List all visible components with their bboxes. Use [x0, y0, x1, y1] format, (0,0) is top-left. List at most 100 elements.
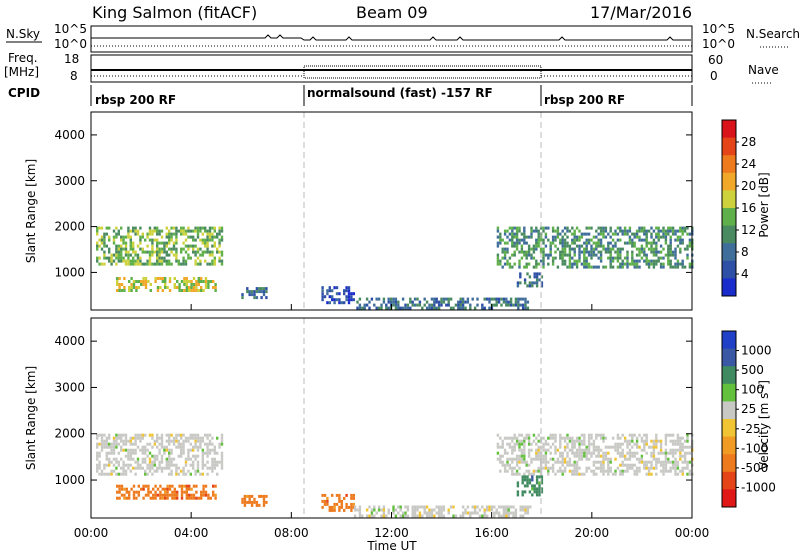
echo-cell [136, 457, 140, 461]
echo-cell [521, 478, 524, 482]
echo-cell [182, 439, 185, 443]
echo-cell [201, 439, 204, 443]
echo-cell [373, 514, 376, 518]
echo-cell [542, 229, 545, 233]
echo-cell [135, 289, 138, 292]
echo-cell [124, 463, 128, 467]
echo-cell [142, 277, 145, 280]
echo-cell [425, 514, 429, 518]
echo-cell [112, 253, 116, 257]
echo-cell [650, 241, 653, 245]
echo-cell [602, 433, 605, 437]
echo-cell [583, 253, 586, 257]
echo-cell [503, 451, 507, 455]
echo-cell [476, 297, 479, 301]
echo-cell [513, 253, 516, 257]
echo-cell [141, 232, 144, 236]
echo-cell [206, 241, 209, 245]
echo-cell [110, 256, 113, 260]
echo-cell [571, 451, 574, 455]
echo-cell [105, 439, 108, 443]
echo-cell [158, 466, 161, 470]
echo-cell [382, 297, 386, 301]
echo-cell [619, 229, 622, 233]
echo-cell [134, 460, 137, 464]
echo-cell [375, 297, 378, 301]
echo-cell [645, 466, 648, 470]
echo-cell [524, 297, 527, 301]
echo-cell [112, 463, 116, 467]
echo-cell [197, 280, 200, 283]
echo-cell [189, 472, 192, 476]
echo-cell [526, 284, 529, 288]
echo-cell [681, 445, 684, 449]
echo-cell [676, 238, 680, 242]
echo-cell [578, 436, 581, 440]
echo-cell [122, 256, 125, 260]
echo-cell [129, 241, 132, 245]
colorbar-swatch [722, 155, 736, 174]
echo-cell [370, 511, 374, 515]
echo-cell [392, 303, 395, 307]
echo-cell [599, 232, 603, 236]
echo-cell [599, 250, 603, 254]
echo-cell [638, 259, 641, 263]
echo-cell [664, 238, 668, 242]
echo-cell [389, 297, 393, 301]
echo-cell [120, 445, 123, 449]
echo-cell [575, 238, 579, 242]
echo-cell [643, 247, 646, 251]
echo-cell [338, 499, 341, 503]
echo-cell [671, 229, 675, 233]
echo-cell [542, 253, 545, 257]
echo-cell [122, 448, 125, 452]
echo-cell [115, 244, 118, 248]
echo-cell [158, 442, 161, 446]
echo-cell [156, 433, 159, 437]
echo-cell [513, 448, 516, 452]
echo-cell [669, 244, 672, 248]
echo-cell [213, 448, 216, 452]
echo-cell [246, 494, 249, 498]
echo-cell [152, 496, 155, 500]
echo-cell [148, 256, 152, 260]
echo-cell [188, 496, 191, 500]
echo-cell [621, 247, 624, 251]
echo-cell [200, 496, 203, 500]
echo-cell [166, 493, 169, 497]
echo-cell [192, 229, 195, 233]
echo-cell [592, 463, 596, 467]
echo-cell [526, 300, 530, 304]
echo-cell [183, 277, 186, 280]
echo-cell [135, 280, 138, 283]
echo-cell [447, 300, 450, 304]
echo-cell [208, 439, 212, 443]
echo-cell [153, 469, 156, 473]
echo-cell [571, 265, 574, 269]
echo-cell [201, 448, 204, 452]
echo-cell [122, 442, 125, 446]
echo-cell [105, 232, 108, 236]
echo-cell [561, 238, 564, 242]
echo-cell [204, 226, 207, 230]
echo-cell [566, 436, 569, 440]
echo-cell [664, 442, 668, 446]
echo-cell [568, 259, 572, 263]
echo-cell [664, 232, 668, 236]
echo-cell [585, 259, 588, 263]
echo-cell [195, 280, 198, 283]
echo-cell [568, 250, 572, 254]
echo-cell [513, 250, 516, 254]
echo-cell [461, 300, 465, 304]
echo-cell [551, 256, 555, 260]
echo-cell [619, 442, 622, 446]
echo-cell [643, 229, 646, 233]
echo-cell [96, 226, 99, 230]
echo-cell [599, 436, 603, 440]
echo-cell [647, 265, 651, 269]
echo-cell [220, 262, 224, 266]
echo-cell [674, 262, 677, 266]
echo-cell [172, 226, 176, 230]
echo-cell [161, 280, 164, 283]
echo-cell [168, 229, 171, 233]
